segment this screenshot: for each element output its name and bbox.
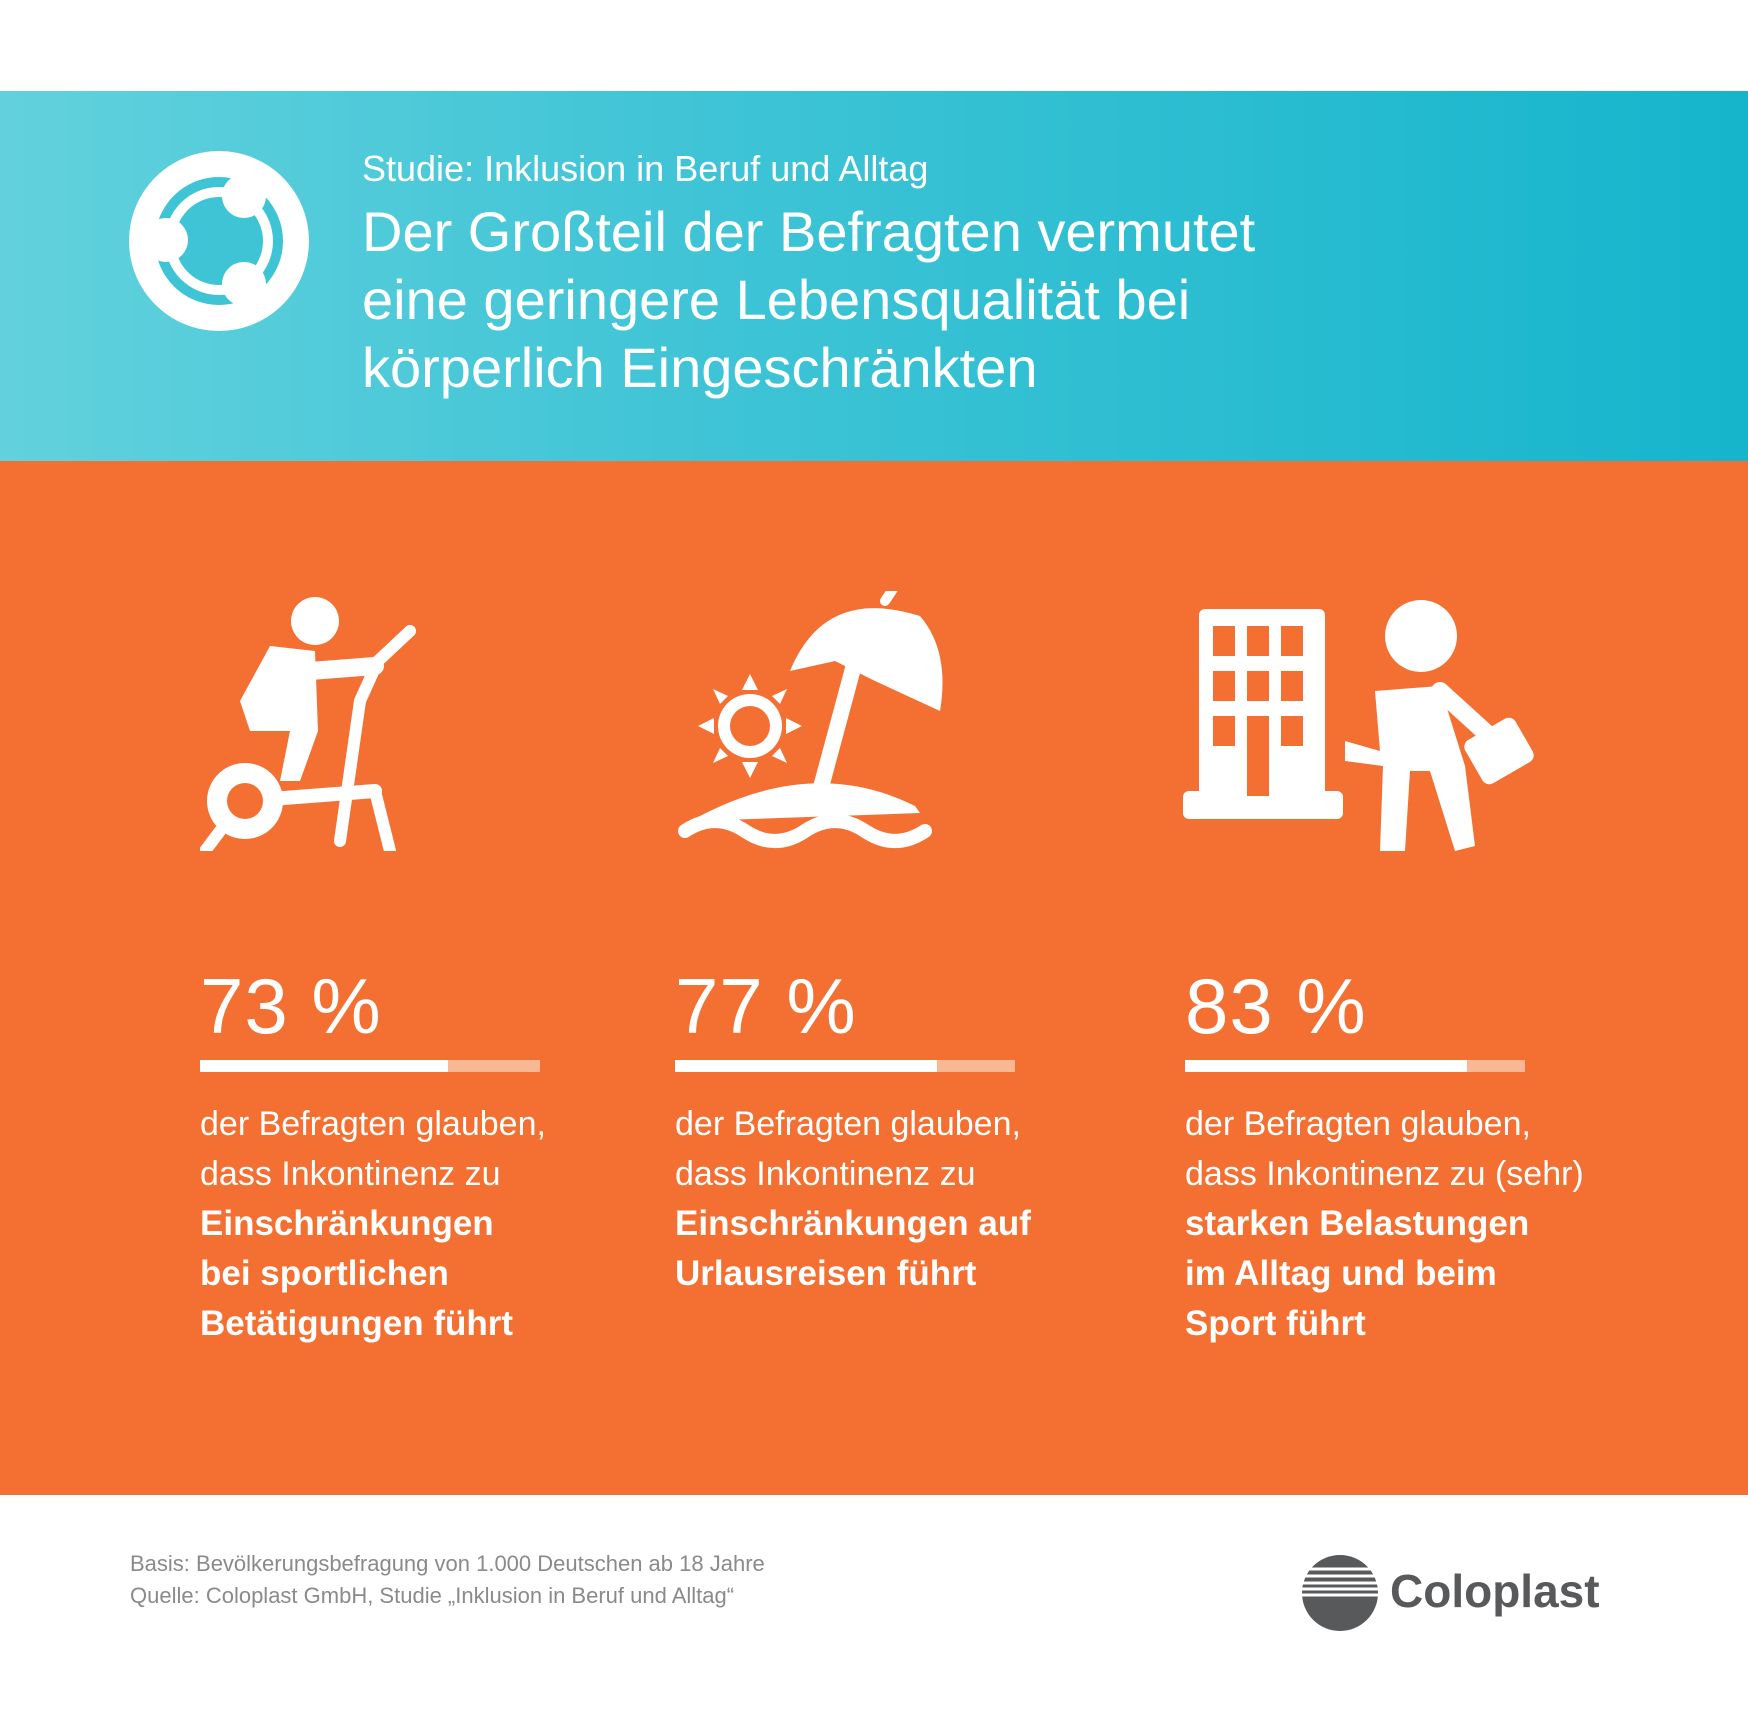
desc-bold-line: Einschränkungen auf bbox=[675, 1204, 1031, 1243]
desc-bold-line: Urlausreisen führt bbox=[675, 1254, 977, 1293]
desc-line: dass Inkontinenz zu bbox=[675, 1155, 976, 1193]
stat-bar bbox=[1185, 1060, 1525, 1072]
title-line: körperlich Eingeschränkten bbox=[362, 336, 1038, 399]
title-line: Der Großteil der Befragten vermutet bbox=[362, 200, 1256, 263]
source-note: Quelle: Coloplast GmbH, Studie „Inklusio… bbox=[130, 1583, 735, 1608]
desc-bold-line: Einschränkungen bbox=[200, 1204, 494, 1243]
desc-bold-line: im Alltag und beim bbox=[1185, 1254, 1497, 1293]
desc-bold-line: starken Belastungen bbox=[1185, 1204, 1530, 1243]
exercise-bike-icon bbox=[200, 597, 416, 851]
stat-value: 77 % bbox=[675, 962, 857, 1050]
stat-urlaub: 77 % der Befragten glauben, dass Inkonti… bbox=[675, 461, 1135, 1495]
title-line: eine geringere Lebensqualität bei bbox=[362, 268, 1191, 331]
desc-line: der Befragten glauben, bbox=[1185, 1105, 1531, 1143]
brand-logo: Coloplast bbox=[1300, 1548, 1630, 1638]
office-worker-icon bbox=[1183, 600, 1534, 851]
bar-fill bbox=[200, 1060, 448, 1072]
people-circle-icon bbox=[129, 151, 309, 331]
coloplast-logo-icon bbox=[1302, 1555, 1378, 1631]
stat-sport: 73 % der Befragten glauben, dass Inkonti… bbox=[200, 461, 660, 1495]
stat-description: der Befragten glauben, dass Inkontinenz … bbox=[200, 1099, 640, 1349]
stat-value: 83 % bbox=[1185, 962, 1367, 1050]
footer-notes: Basis: Bevölkerungsbefragung von 1.000 D… bbox=[130, 1548, 765, 1612]
desc-bold-line: Betätigungen führt bbox=[200, 1304, 514, 1343]
stat-alltag: 83 % der Befragten glauben, dass Inkonti… bbox=[1183, 461, 1645, 1495]
stat-value: 73 % bbox=[200, 962, 382, 1050]
stats-panel: 73 % der Befragten glauben, dass Inkonti… bbox=[0, 461, 1748, 1495]
page-title: Der Großteil der Befragten vermutet eine… bbox=[362, 198, 1662, 402]
stat-bar bbox=[200, 1060, 540, 1072]
desc-line: dass Inkontinenz zu bbox=[200, 1155, 501, 1193]
brand-name: Coloplast bbox=[1390, 1565, 1600, 1617]
desc-bold-line: bei sportlichen bbox=[200, 1254, 449, 1293]
stat-description: der Befragten glauben, dass Inkontinenz … bbox=[675, 1099, 1115, 1299]
beach-umbrella-icon bbox=[678, 591, 943, 848]
stat-description: der Befragten glauben, dass Inkontinenz … bbox=[1185, 1099, 1625, 1349]
study-kicker: Studie: Inklusion in Beruf und Alltag bbox=[362, 148, 929, 189]
bar-fill bbox=[675, 1060, 937, 1072]
desc-line: dass Inkontinenz zu (sehr) bbox=[1185, 1155, 1584, 1193]
desc-bold-line: Sport führt bbox=[1185, 1304, 1366, 1343]
desc-line: der Befragten glauben, bbox=[675, 1105, 1021, 1143]
basis-note: Basis: Bevölkerungsbefragung von 1.000 D… bbox=[130, 1551, 765, 1576]
desc-line: der Befragten glauben, bbox=[200, 1105, 546, 1143]
stat-bar bbox=[675, 1060, 1015, 1072]
bar-fill bbox=[1185, 1060, 1467, 1072]
